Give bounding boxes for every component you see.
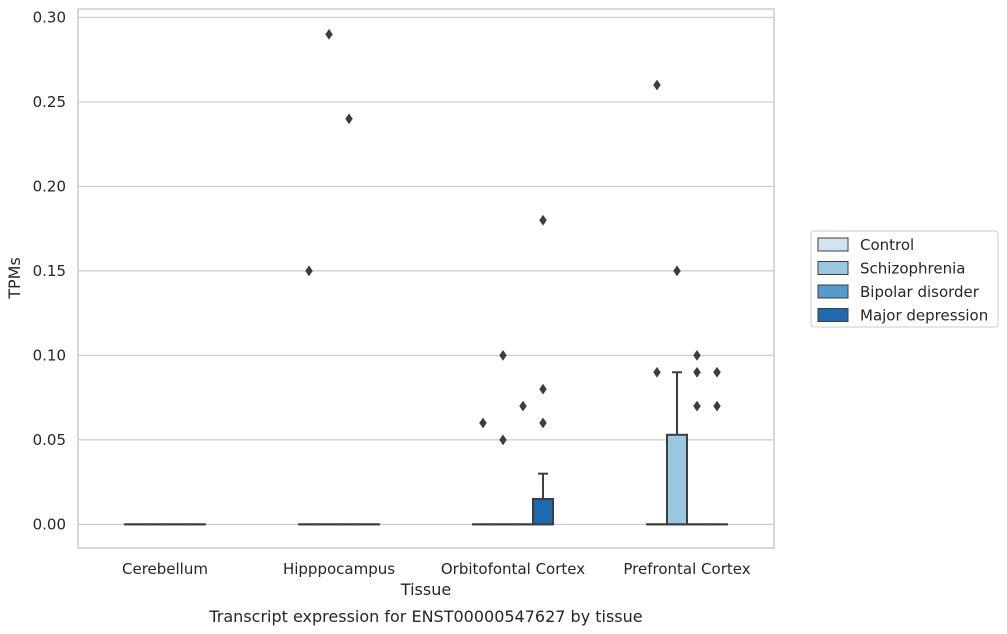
legend-swatch xyxy=(817,284,849,299)
x-tick-label: Hipppocampus xyxy=(283,560,395,578)
outlier-point xyxy=(519,400,527,412)
chart-caption: Transcript expression for ENST0000054762… xyxy=(208,607,642,626)
y-tick-label: 0.05 xyxy=(33,431,66,449)
legend: Control Schizophrenia Bipolar disorder Majo… xyxy=(810,230,999,328)
outlier-points xyxy=(305,28,721,446)
outlier-point xyxy=(305,265,313,277)
outlier-point xyxy=(539,417,547,429)
plot-frame xyxy=(77,8,775,549)
x-tick-label: Orbitofontal Cortex xyxy=(441,560,585,578)
y-tick-label: 0.20 xyxy=(33,177,66,195)
outlier-point xyxy=(479,417,487,429)
y-tick-label: 0.25 xyxy=(33,93,66,111)
box-groups xyxy=(123,371,729,526)
outlier-point xyxy=(693,400,701,412)
legend-swatch xyxy=(817,308,849,322)
outlier-point xyxy=(693,366,701,378)
y-tick-label: 0.30 xyxy=(33,8,66,26)
y-axis-label: TPMs xyxy=(5,257,24,300)
legend-frame xyxy=(810,230,999,328)
legend-label: Bipolar disorder xyxy=(860,283,980,301)
legend-swatch xyxy=(817,261,849,275)
outlier-point xyxy=(325,28,333,40)
box-schizophrenia xyxy=(665,371,688,526)
x-axis-label: Tissue xyxy=(400,580,451,599)
legend-label: Control xyxy=(860,236,914,254)
outlier-point xyxy=(345,113,353,125)
y-tick-labels: 0.00 0.05 0.10 0.15 0.20 0.25 0.30 xyxy=(33,8,66,533)
box-body xyxy=(665,433,688,526)
outlier-point xyxy=(713,366,721,378)
box-body xyxy=(532,498,555,526)
y-tick-label: 0.10 xyxy=(33,346,66,364)
plot-background xyxy=(78,9,774,548)
x-tick-label: Prefrontal Cortex xyxy=(623,560,750,578)
outlier-point xyxy=(713,400,721,412)
y-tick-label: 0.00 xyxy=(33,515,66,533)
legend-label: Major depression xyxy=(860,307,988,325)
outlier-point xyxy=(693,349,701,361)
outlier-point xyxy=(499,349,507,361)
y-tick-label: 0.15 xyxy=(33,262,66,280)
x-tick-label: Cerebellum xyxy=(122,560,208,578)
outlier-point xyxy=(673,265,681,277)
outlier-point xyxy=(539,383,547,395)
legend-swatch xyxy=(817,237,849,252)
outlier-point xyxy=(539,214,547,226)
x-tick-labels: Cerebellum Hipppocampus Orbitofontal Corte… xyxy=(122,560,751,578)
box-major-depression xyxy=(532,472,555,526)
outlier-point xyxy=(499,434,507,446)
outlier-point xyxy=(653,366,661,378)
legend-label: Schizophrenia xyxy=(860,260,965,278)
outlier-point xyxy=(653,79,661,91)
